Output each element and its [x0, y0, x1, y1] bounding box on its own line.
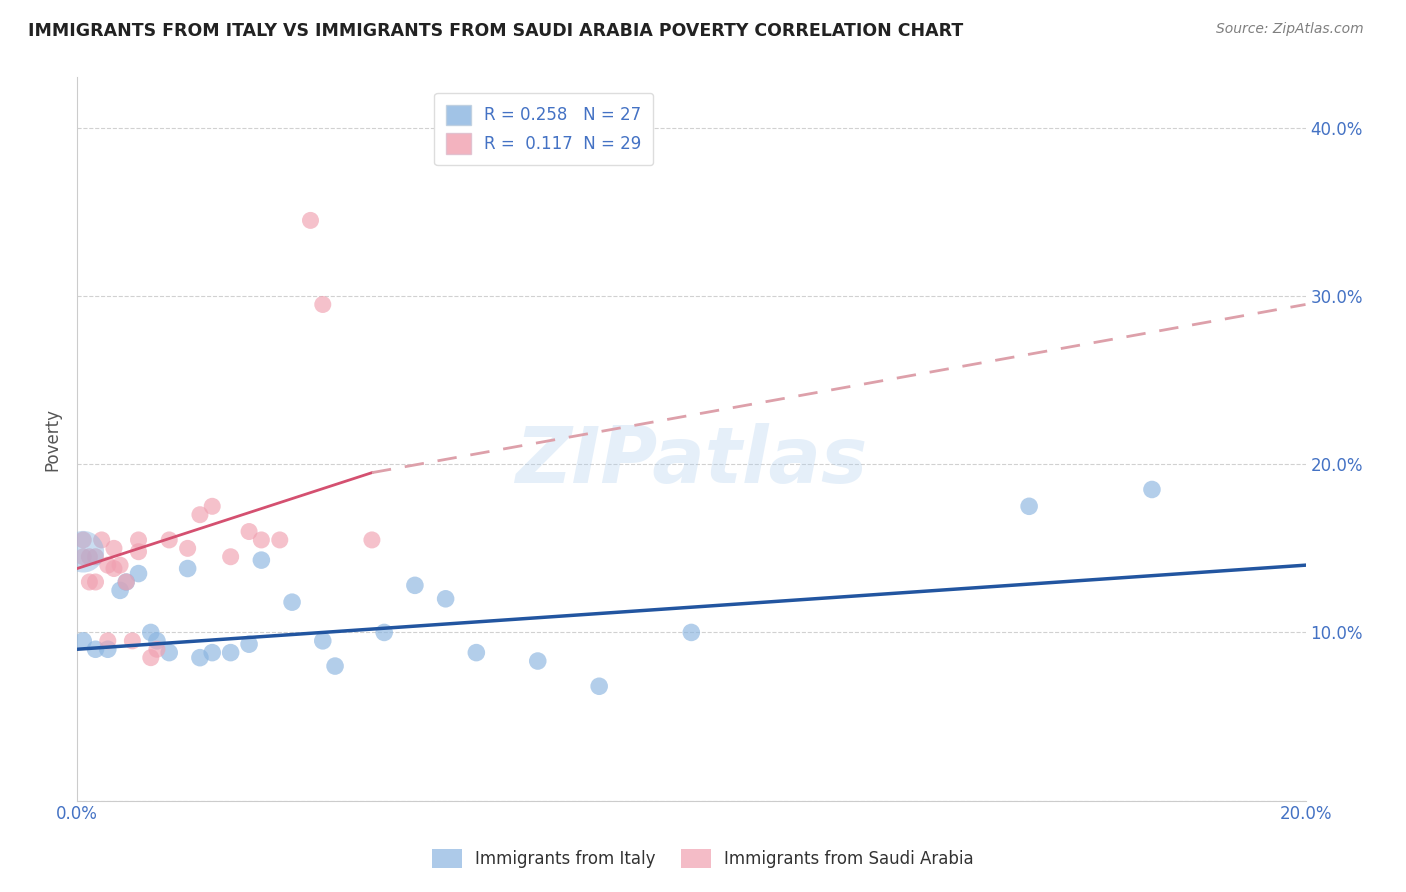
Point: [201, 500, 224, 514]
Point: [84, 642, 107, 657]
Point: [79, 574, 101, 589]
Point: [72, 549, 94, 564]
Point: [250, 533, 273, 547]
Point: [176, 541, 198, 556]
Legend: R = 0.258   N = 27, R =  0.117  N = 29: R = 0.258 N = 27, R = 0.117 N = 29: [434, 93, 654, 165]
Point: [465, 646, 488, 660]
Point: [238, 524, 260, 539]
Point: [84, 549, 107, 564]
Legend: Immigrants from Italy, Immigrants from Saudi Arabia: Immigrants from Italy, Immigrants from S…: [426, 842, 980, 875]
Point: [323, 659, 346, 673]
Point: [97, 633, 120, 648]
Point: [250, 553, 273, 567]
Point: [157, 533, 180, 547]
Point: [84, 574, 107, 589]
Point: [269, 533, 291, 547]
Point: [121, 633, 143, 648]
Point: [139, 625, 162, 640]
Point: [115, 574, 138, 589]
Point: [115, 574, 138, 589]
Point: [103, 541, 125, 556]
Point: [97, 642, 120, 657]
Point: [1018, 500, 1040, 514]
Point: [281, 595, 304, 609]
Point: [90, 533, 112, 547]
Y-axis label: Poverty: Poverty: [44, 408, 60, 470]
Point: [201, 646, 224, 660]
Point: [108, 583, 131, 598]
Point: [146, 642, 169, 657]
Point: [157, 646, 180, 660]
Text: Source: ZipAtlas.com: Source: ZipAtlas.com: [1216, 22, 1364, 37]
Point: [526, 654, 548, 668]
Point: [404, 578, 426, 592]
Point: [139, 650, 162, 665]
Point: [219, 646, 242, 660]
Point: [312, 297, 335, 311]
Point: [72, 533, 94, 547]
Point: [103, 561, 125, 575]
Point: [128, 545, 150, 559]
Point: [79, 549, 101, 564]
Point: [681, 625, 703, 640]
Point: [188, 508, 211, 522]
Point: [146, 633, 169, 648]
Point: [1140, 483, 1163, 497]
Point: [72, 633, 94, 648]
Point: [97, 558, 120, 573]
Point: [361, 533, 384, 547]
Point: [312, 633, 335, 648]
Point: [373, 625, 395, 640]
Text: ZIPatlas: ZIPatlas: [515, 423, 868, 499]
Point: [176, 561, 198, 575]
Point: [188, 650, 211, 665]
Text: IMMIGRANTS FROM ITALY VS IMMIGRANTS FROM SAUDI ARABIA POVERTY CORRELATION CHART: IMMIGRANTS FROM ITALY VS IMMIGRANTS FROM…: [28, 22, 963, 40]
Point: [108, 558, 131, 573]
Point: [588, 679, 610, 693]
Point: [299, 213, 322, 227]
Point: [128, 566, 150, 581]
Point: [238, 637, 260, 651]
Point: [128, 533, 150, 547]
Point: [72, 545, 94, 559]
Point: [434, 591, 457, 606]
Point: [219, 549, 242, 564]
